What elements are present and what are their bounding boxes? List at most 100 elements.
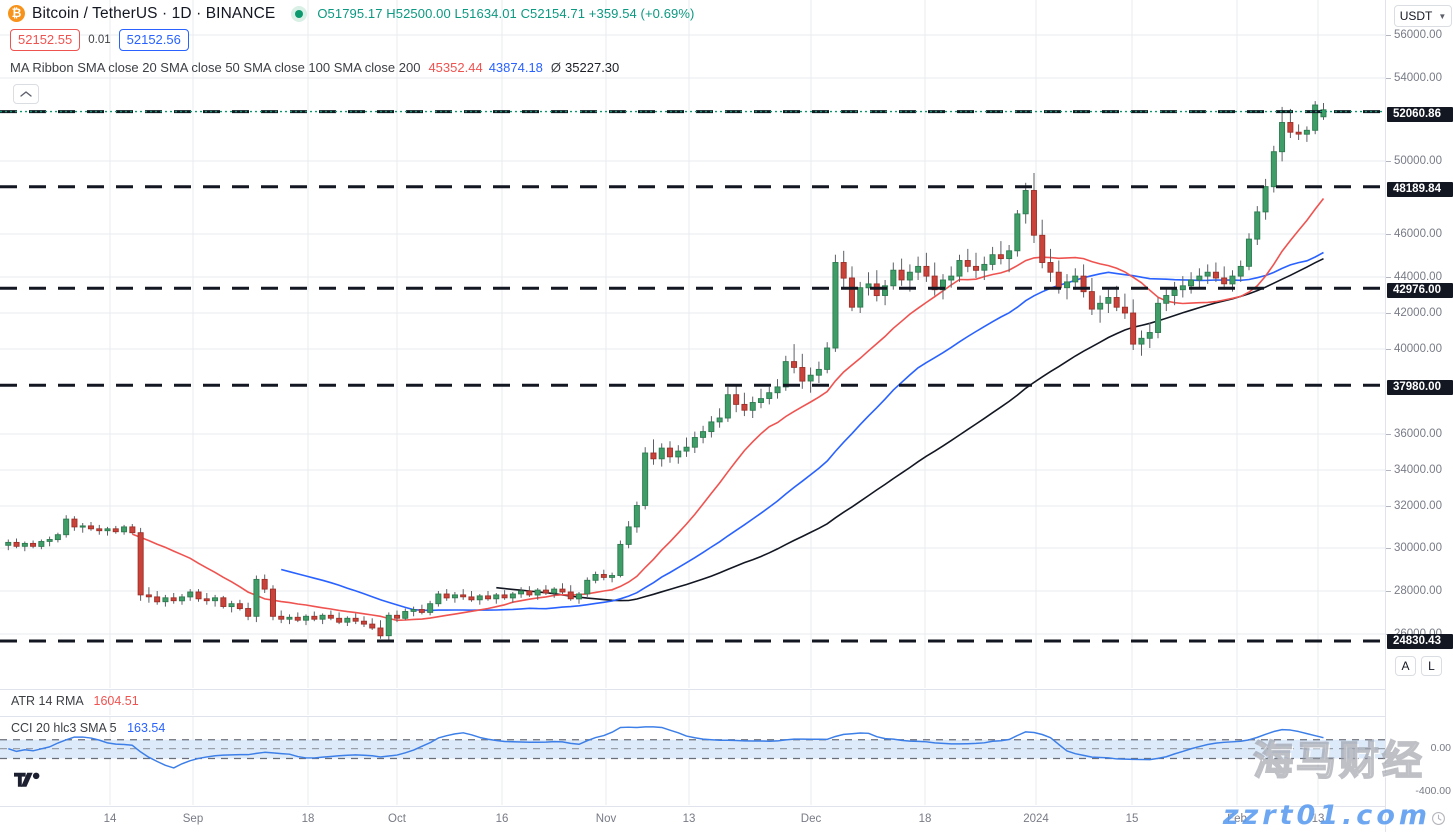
price-tick-highlight: 52060.86	[1387, 107, 1453, 122]
candle-body	[1155, 302, 1162, 333]
time-tick: 14	[103, 813, 117, 825]
candle-body	[1072, 275, 1079, 283]
candle-body	[857, 287, 864, 308]
candle-body	[1163, 295, 1170, 304]
candle-body	[873, 283, 880, 297]
candle-body	[567, 591, 574, 600]
candle-body	[973, 265, 980, 271]
candle-body	[352, 617, 359, 622]
candle-body	[733, 394, 740, 405]
candle-body	[807, 374, 814, 382]
price-tick: 50000.00	[1386, 154, 1453, 168]
candle-body	[1146, 332, 1153, 339]
candle-body	[443, 593, 450, 599]
candle-body	[236, 603, 243, 610]
candle-body	[1080, 275, 1087, 293]
candle-body	[1047, 262, 1054, 273]
time-tick: Sep	[182, 813, 204, 825]
candle-body	[716, 417, 723, 423]
log-scale-button[interactable]: L	[1421, 656, 1442, 676]
ohlc-values: O51795.17 H52500.00 L51634.01 C52154.71 …	[317, 6, 695, 21]
candle-body	[435, 593, 442, 605]
price-tick-highlight: 37980.00	[1387, 380, 1453, 395]
chevron-up-glyph	[20, 91, 32, 97]
candle-body	[1113, 297, 1120, 308]
auto-scale-button[interactable]: A	[1395, 656, 1416, 676]
atr-pane[interactable]	[0, 689, 1385, 715]
atr-legend-value: 1604.51	[93, 694, 139, 708]
candle-body	[600, 574, 607, 578]
candle-body	[460, 594, 467, 598]
candle-body	[1138, 337, 1145, 345]
symbol-title[interactable]: Bitcoin / TetherUS · 1D · BINANCE	[32, 4, 276, 22]
cci-axis-top-label: 0.00	[1430, 742, 1451, 754]
candle-body	[1196, 275, 1203, 281]
indicator-legend-row[interactable]: MA Ribbon SMA close 20 SMA close 50 SMA …	[0, 55, 1385, 79]
candle-body	[253, 578, 260, 617]
candle-body	[518, 590, 525, 595]
candle-body	[757, 398, 764, 403]
symbol-row: Bitcoin / TetherUS · 1D · BINANCE O51795…	[0, 0, 1385, 27]
candle-body	[46, 539, 53, 542]
candle-body	[683, 446, 690, 452]
candle-body	[749, 402, 756, 411]
candle-body	[534, 589, 541, 596]
candle-body	[394, 614, 401, 619]
chevron-up-icon[interactable]	[13, 84, 39, 104]
candle-body	[1204, 271, 1211, 277]
price-tick-highlight: 48189.84	[1387, 182, 1453, 197]
market-open-dot-icon[interactable]	[291, 5, 308, 22]
candle-body	[154, 596, 161, 603]
candle-body	[915, 265, 922, 273]
candle-body	[592, 574, 599, 581]
price-pane[interactable]	[0, 0, 1385, 688]
candle-body	[245, 608, 252, 617]
candle-body	[369, 623, 376, 629]
time-tick: 2024	[1023, 813, 1049, 825]
candle-body	[890, 269, 897, 287]
atr-legend: ATR 14 RMA 1604.51	[11, 694, 139, 708]
candle-body	[840, 262, 847, 279]
candle-body	[485, 595, 492, 600]
bid-price[interactable]: 52152.55	[10, 29, 81, 51]
candle-body	[724, 394, 731, 419]
candle-body	[666, 447, 673, 458]
candle-body	[1320, 109, 1327, 118]
tradingview-logo[interactable]	[14, 771, 42, 795]
candle-body	[1188, 279, 1195, 287]
candle-body	[54, 534, 61, 541]
candle-body	[766, 392, 773, 399]
candle-body	[1006, 250, 1013, 260]
candle-body	[195, 591, 202, 600]
candle-body	[1287, 122, 1294, 133]
candle-body	[327, 614, 334, 619]
candle-body	[203, 598, 210, 602]
candle-body	[30, 542, 37, 547]
price-candlestick-canvas[interactable]	[0, 0, 1385, 688]
candle-body	[906, 271, 913, 281]
scale-mode-buttons: A L	[1395, 656, 1442, 676]
candle-body	[609, 575, 616, 578]
candle-body	[824, 347, 831, 370]
bid-ask-row: 52152.55 0.01 52152.56	[0, 25, 1385, 55]
candle-body	[468, 596, 475, 601]
chevron-down-icon: ▼	[1438, 11, 1447, 21]
candle-body	[815, 368, 822, 376]
candle-body	[1262, 186, 1269, 213]
price-tick: 28000.00	[1386, 584, 1453, 598]
candle-body	[162, 597, 169, 603]
time-tick: Oct	[388, 813, 406, 825]
time-scale[interactable]: 14 Sep 18 Oct 16 Nov 13 Dec 18 2024 15 Feb 13	[0, 806, 1385, 832]
price-scale[interactable]: USDT ▼ 56000.00 54000.00 52060.86 50000.00 4…	[1385, 0, 1453, 832]
candle-body	[575, 593, 582, 600]
candle-body	[882, 285, 889, 296]
currency-dropdown[interactable]: USDT ▼	[1394, 5, 1452, 27]
time-tick: 18	[918, 813, 932, 825]
price-tick: 40000.00	[1386, 342, 1453, 356]
clock-icon[interactable]	[1431, 811, 1446, 826]
cci-pane[interactable]	[0, 716, 1385, 805]
ask-price[interactable]: 52152.56	[118, 29, 189, 51]
candle-body	[832, 262, 839, 349]
time-tick: 13	[682, 813, 696, 825]
